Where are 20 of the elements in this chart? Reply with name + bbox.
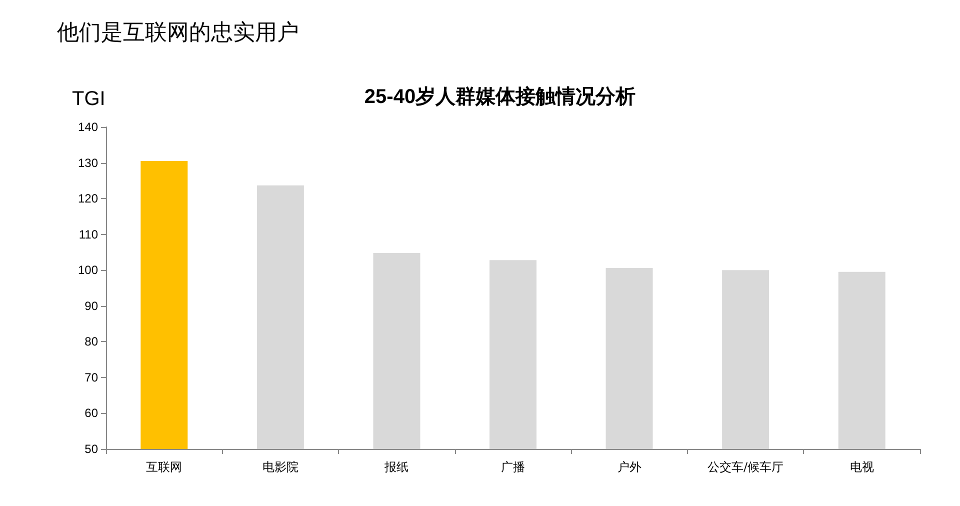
x-tick-label: 报纸 xyxy=(384,460,409,474)
x-tick-label: 电视 xyxy=(850,460,874,474)
y-tick-label: 100 xyxy=(78,263,98,278)
x-tick-label: 户外 xyxy=(617,460,642,474)
chart-title: 他们是互联网的忠实用户 xyxy=(57,20,299,44)
chart-subtitle: 25-40岁人群媒体接触情况分析 xyxy=(364,85,636,108)
x-tick-label: 广播 xyxy=(501,460,525,474)
y-axis-title: TGI xyxy=(72,88,106,110)
y-tick-label: 140 xyxy=(78,120,98,134)
y-tick-label: 90 xyxy=(84,298,98,313)
y-tick-label: 80 xyxy=(84,334,98,349)
y-tick-label: 130 xyxy=(78,156,98,170)
y-tick-label: 120 xyxy=(78,192,98,206)
y-tick-label: 60 xyxy=(84,406,98,420)
y-tick-label: 110 xyxy=(78,227,98,242)
y-tick-label: 70 xyxy=(84,370,98,384)
y-tick-label: 50 xyxy=(84,442,98,456)
x-tick-label: 公交车/候车厅 xyxy=(708,460,784,474)
x-tick-label: 互联网 xyxy=(146,460,182,474)
x-tick-label: 电影院 xyxy=(262,460,298,474)
